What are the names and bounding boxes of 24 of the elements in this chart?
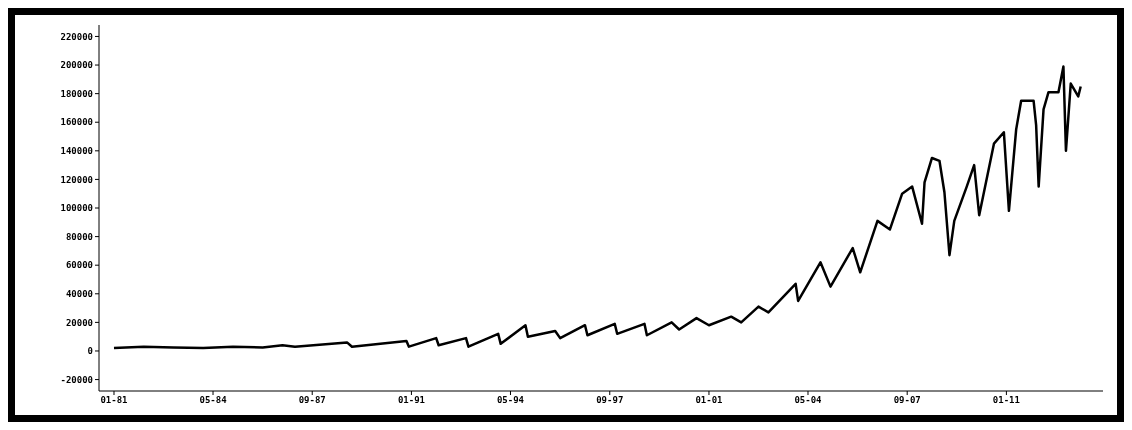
x-tick-label: 09-87 <box>298 395 326 406</box>
y-tick-label: 40000 <box>65 288 93 299</box>
y-tick-label: 180000 <box>60 88 93 99</box>
y-tick-label: 160000 <box>60 117 93 128</box>
y-tick-label: 80000 <box>65 231 93 242</box>
y-tick-label: -20000 <box>60 374 93 385</box>
x-tick-label: 01-91 <box>397 395 425 406</box>
y-tick-label: 200000 <box>60 60 93 71</box>
x-tick-label: 09-07 <box>893 395 921 406</box>
x-tick-label: 01-81 <box>100 395 128 406</box>
x-tick-label: 05-94 <box>496 395 525 406</box>
line-series <box>112 65 1082 350</box>
x-tick-label: 01-11 <box>992 395 1020 406</box>
y-tick-label: 220000 <box>60 31 93 42</box>
y-tick-label: 0 <box>87 346 93 357</box>
y-tick-label: 20000 <box>65 317 93 328</box>
y-tick-label: 100000 <box>60 203 93 214</box>
x-tick-label: 05-04 <box>794 395 823 406</box>
y-tick-label: 60000 <box>65 260 93 271</box>
y-tick-label: 120000 <box>60 174 93 185</box>
x-tick-label: 01-01 <box>695 395 723 406</box>
y-tick-label: 140000 <box>60 146 93 157</box>
x-tick-label: 05-84 <box>199 395 228 406</box>
x-tick-label: 09-97 <box>596 395 624 406</box>
